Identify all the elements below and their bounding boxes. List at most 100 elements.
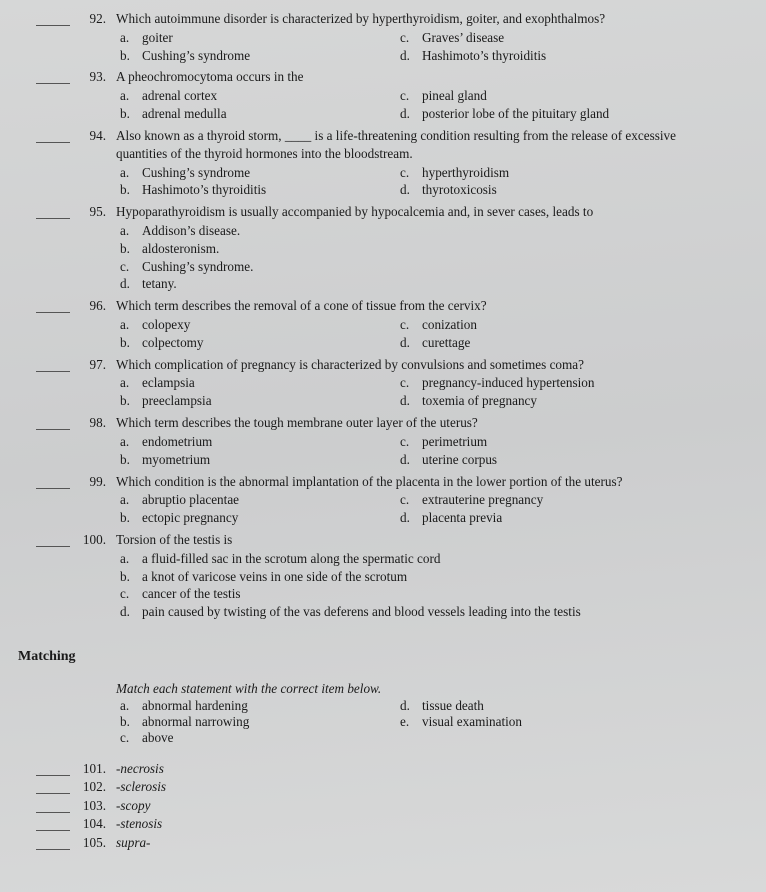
question-number: 94. [78, 127, 106, 145]
question-stem: Which condition is the abnormal implanta… [116, 473, 730, 491]
opt-letter: a. [116, 550, 142, 568]
opt-text: above [142, 730, 396, 746]
opt-text: adrenal cortex [142, 87, 396, 105]
opt-text: myometrium [142, 451, 396, 469]
matching-heading: Matching [18, 649, 730, 665]
opt-text: endometrium [142, 433, 396, 451]
opt-text: colopexy [142, 316, 396, 334]
opt-letter: d. [396, 451, 422, 469]
opt-text: extrauterine pregnancy [422, 491, 730, 509]
opt-letter: a. [116, 433, 142, 451]
opt-letter: c. [396, 374, 422, 392]
match-number: 104. [78, 815, 106, 833]
match-item-101: 101. -necrosis [36, 760, 730, 778]
answer-blank[interactable] [36, 13, 70, 26]
opt-letter: c. [396, 29, 422, 47]
opt-text: preeclampsia [142, 392, 396, 410]
match-item-104: 104. -stenosis [36, 815, 730, 833]
question-97: 97. Which complication of pregnancy is c… [36, 356, 730, 410]
question-stem: Which term describes the tough membrane … [116, 414, 730, 432]
opt-letter: a. [116, 491, 142, 509]
match-number: 105. [78, 834, 106, 852]
match-term: -scopy [116, 797, 150, 815]
opt-letter: a. [116, 698, 142, 714]
opt-letter: b. [116, 181, 142, 199]
answer-blank[interactable] [36, 781, 70, 794]
opt-letter: c. [396, 87, 422, 105]
opt-text: a knot of varicose veins in one side of … [142, 568, 730, 586]
question-body: A pheochromocytoma occurs in the a.adren… [116, 68, 730, 122]
question-stem: Which autoimmune disorder is characteriz… [116, 10, 730, 28]
question-95: 95. Hypoparathyroidism is usually accomp… [36, 203, 730, 293]
question-stem: Which complication of pregnancy is chara… [116, 356, 730, 374]
question-number: 93. [78, 68, 106, 86]
opt-letter: a. [116, 164, 142, 182]
match-item-102: 102. -sclerosis [36, 778, 730, 796]
answer-blank[interactable] [36, 359, 70, 372]
opt-text: abnormal narrowing [142, 714, 396, 730]
opt-letter: a. [116, 316, 142, 334]
match-item-103: 103. -scopy [36, 797, 730, 815]
opt-letter: c. [116, 730, 142, 746]
match-term: -stenosis [116, 815, 162, 833]
opt-text: eclampsia [142, 374, 396, 392]
opt-text: Cushing’s syndrome [142, 164, 396, 182]
answer-blank[interactable] [36, 534, 70, 547]
opt-text: adrenal medulla [142, 105, 396, 123]
opt-text: placenta previa [422, 509, 730, 527]
question-body: Hypoparathyroidism is usually accompanie… [116, 203, 730, 293]
answer-blank[interactable] [36, 476, 70, 489]
opt-text: curettage [422, 334, 730, 352]
answer-blank[interactable] [36, 71, 70, 84]
answer-blank[interactable] [36, 300, 70, 313]
opt-text: Cushing’s syndrome. [142, 258, 730, 276]
question-number: 97. [78, 356, 106, 374]
opt-letter: b. [116, 105, 142, 123]
match-term: -sclerosis [116, 778, 166, 796]
answer-blank[interactable] [36, 800, 70, 813]
match-number: 103. [78, 797, 106, 815]
opt-letter: a. [116, 374, 142, 392]
opt-text: visual examination [422, 714, 730, 730]
opt-letter: d. [116, 603, 142, 621]
opt-letter: a. [116, 222, 142, 240]
question-body: Also known as a thyroid storm, ____ is a… [116, 127, 730, 199]
page: 92. Which autoimmune disorder is charact… [0, 0, 766, 892]
question-number: 92. [78, 10, 106, 28]
answer-blank[interactable] [36, 417, 70, 430]
question-body: Which term describes the tough membrane … [116, 414, 730, 468]
question-stem: A pheochromocytoma occurs in the [116, 68, 730, 86]
match-number: 102. [78, 778, 106, 796]
answer-blank[interactable] [36, 763, 70, 776]
opt-letter: d. [116, 275, 142, 293]
opt-text: pain caused by twisting of the vas defer… [142, 603, 730, 621]
opt-text: aldosteronism. [142, 240, 730, 258]
opt-letter: d. [396, 105, 422, 123]
opt-letter: b. [116, 568, 142, 586]
opt-letter: d. [396, 698, 422, 714]
opt-text: uterine corpus [422, 451, 730, 469]
question-98: 98. Which term describes the tough membr… [36, 414, 730, 468]
question-number: 99. [78, 473, 106, 491]
match-term: supra- [116, 834, 150, 852]
opt-letter: c. [396, 491, 422, 509]
match-term: -necrosis [116, 760, 164, 778]
opt-letter: c. [116, 585, 142, 603]
opt-text: hyperthyroidism [422, 164, 730, 182]
opt-letter: c. [396, 164, 422, 182]
opt-text: conization [422, 316, 730, 334]
question-stem: Hypoparathyroidism is usually accompanie… [116, 203, 730, 221]
question-stem: Which term describes the removal of a co… [116, 297, 730, 315]
question-body: Which condition is the abnormal implanta… [116, 473, 730, 527]
answer-blank[interactable] [36, 837, 70, 850]
answer-blank[interactable] [36, 206, 70, 219]
answer-blank[interactable] [36, 818, 70, 831]
opt-text: Hashimoto’s thyroiditis [422, 47, 730, 65]
answer-blank[interactable] [36, 130, 70, 143]
opt-text: tetany. [142, 275, 730, 293]
question-93: 93. A pheochromocytoma occurs in the a.a… [36, 68, 730, 122]
opt-letter: b. [116, 47, 142, 65]
question-number: 96. [78, 297, 106, 315]
opt-letter: d. [396, 509, 422, 527]
opt-text: colpectomy [142, 334, 396, 352]
